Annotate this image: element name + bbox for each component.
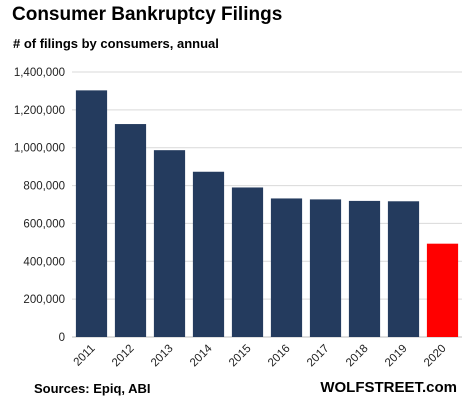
bar-2011 — [75, 90, 108, 337]
bar-2017 — [309, 199, 342, 337]
x-tick-label: 2015 — [227, 343, 254, 370]
bar-2012 — [114, 124, 147, 337]
y-tick-label: 1,200,000 — [14, 105, 65, 117]
bar-2014 — [192, 171, 225, 337]
bar-2018 — [348, 200, 381, 337]
source-note: Sources: Epiq, ABI — [34, 381, 151, 396]
bars — [75, 90, 459, 337]
x-tick-label: 2011 — [72, 343, 98, 369]
y-tick-label: 800,000 — [23, 181, 65, 193]
y-tick-label: 1,400,000 — [14, 67, 65, 79]
x-tick-label: 2016 — [266, 343, 293, 370]
y-tick-label: 200,000 — [23, 294, 65, 306]
y-tick-label: 0 — [59, 332, 65, 344]
x-tick-label: 2020 — [422, 343, 449, 370]
bar-2015 — [231, 187, 264, 337]
x-tick-label: 2017 — [305, 343, 332, 370]
y-axis-ticks: 0 200,000 400,000 600,000 800,000 1,000,000 1,… — [14, 67, 65, 344]
x-tick-label: 2014 — [188, 342, 215, 369]
x-tick-label: 2012 — [110, 343, 137, 370]
x-tick-label: 2019 — [383, 343, 410, 370]
bar-2013 — [153, 150, 186, 337]
y-tick-label: 1,000,000 — [14, 143, 65, 155]
bar-2019 — [387, 201, 420, 337]
bar-2020 — [426, 243, 459, 337]
chart-subtitle: # of filings by consumers, annual — [13, 36, 219, 51]
brand-label: WOLFSTREET.com — [320, 379, 457, 396]
x-axis-ticks: 2011 2012 2013 2014 2015 2016 2017 2018 2019 2020 — [72, 342, 449, 369]
x-tick-label: 2018 — [344, 343, 371, 370]
chart-title: Consumer Bankruptcy Filings — [12, 4, 283, 25]
y-tick-label: 400,000 — [23, 256, 65, 268]
y-tick-label: 600,000 — [23, 218, 65, 230]
x-tick-label: 2013 — [149, 343, 176, 370]
bar-2016 — [270, 198, 303, 337]
